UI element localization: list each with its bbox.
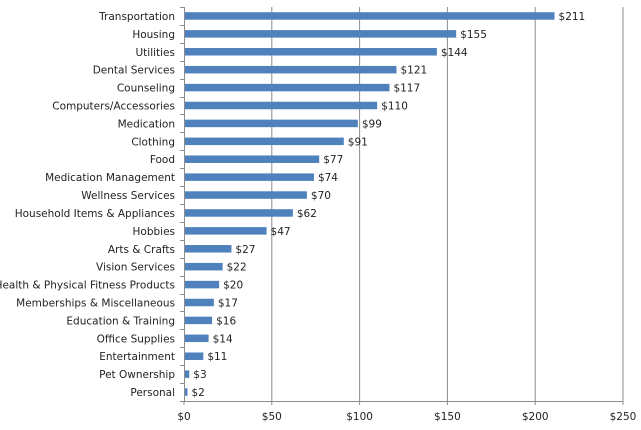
category-label: Medication Management — [45, 172, 175, 184]
x-tick-label: $250 — [610, 411, 637, 423]
bar — [184, 119, 358, 128]
category-label: Dental Services — [93, 65, 175, 77]
bar — [184, 316, 213, 325]
bar — [184, 209, 293, 217]
data-label: $117 — [393, 83, 420, 95]
bar — [184, 227, 267, 235]
data-label: $144 — [441, 47, 468, 59]
data-label: $155 — [460, 29, 487, 41]
bar — [184, 280, 220, 289]
category-label: Vision Services — [96, 262, 175, 274]
bar — [184, 262, 223, 271]
bar — [184, 30, 457, 38]
category-label: Food — [150, 154, 175, 166]
category-label: Personal — [130, 387, 175, 399]
category-label: Arts & Crafts — [108, 244, 175, 256]
data-label: $47 — [271, 226, 291, 238]
x-tick-label: $200 — [522, 411, 549, 423]
data-label: $70 — [311, 190, 331, 202]
data-label: $11 — [207, 351, 227, 363]
x-tick-label: $50 — [262, 411, 282, 423]
data-label: $91 — [348, 136, 368, 148]
category-label: Office Supplies — [97, 333, 175, 345]
category-label: Education & Training — [66, 315, 175, 327]
category-label: Entertainment — [99, 351, 175, 363]
bar — [184, 137, 344, 146]
bar — [184, 334, 209, 343]
category-label: Health & Physical Fitness Products — [0, 280, 175, 292]
category-label: Hobbies — [133, 226, 176, 238]
x-tick-label: $150 — [434, 411, 461, 423]
data-label: $14 — [213, 333, 233, 345]
category-label: Transportation — [98, 11, 175, 23]
data-label: $22 — [227, 262, 247, 274]
data-label: $211 — [559, 11, 586, 23]
bar — [184, 83, 390, 92]
data-label: $121 — [400, 65, 427, 77]
data-label: $62 — [297, 208, 317, 220]
data-label: $27 — [235, 244, 255, 256]
category-label: Counseling — [117, 83, 175, 95]
x-tick-label: $100 — [346, 411, 373, 423]
category-label: Utilities — [135, 47, 175, 59]
category-label: Wellness Services — [81, 190, 175, 202]
bar — [184, 101, 378, 110]
bar — [184, 370, 190, 378]
data-label: $16 — [216, 315, 236, 327]
bar — [184, 191, 307, 199]
bar — [184, 48, 437, 56]
data-label: $17 — [218, 298, 238, 310]
category-label: Pet Ownership — [99, 369, 175, 381]
data-label: $110 — [381, 101, 408, 113]
data-label: $99 — [362, 118, 382, 130]
bar — [184, 12, 555, 20]
data-label: $74 — [318, 172, 338, 184]
data-label: $77 — [323, 154, 343, 166]
data-label: $20 — [223, 280, 243, 292]
bar — [184, 155, 320, 163]
bar — [184, 298, 214, 307]
category-label: Computers/Accessories — [52, 101, 175, 113]
x-tick-label: $0 — [177, 411, 190, 423]
bar — [184, 173, 314, 181]
category-label: Clothing — [131, 136, 175, 148]
category-label: Medication — [118, 118, 175, 130]
bar — [184, 65, 397, 74]
bar — [184, 245, 232, 253]
data-label: $3 — [193, 369, 206, 381]
category-label: Memberships & Miscellaneous — [16, 298, 175, 310]
bar — [184, 388, 188, 396]
data-label: $2 — [192, 387, 205, 399]
category-label: Housing — [132, 29, 175, 41]
bar — [184, 352, 204, 360]
category-label: Household Items & Appliances — [15, 208, 175, 220]
